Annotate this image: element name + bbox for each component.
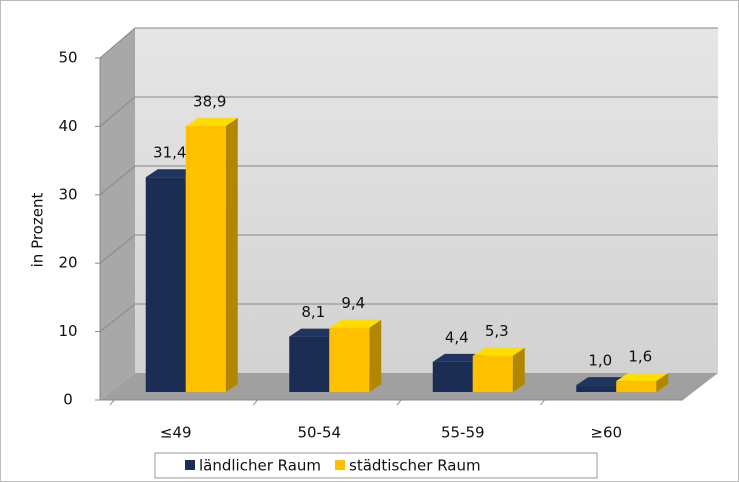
bar-side [512,347,525,392]
bar-front [432,361,473,392]
floor [100,373,718,400]
data-label: 4,4 [445,328,469,346]
bar [616,373,669,392]
y-tick-label: 20 [58,254,77,272]
x-tick-label: ≥60 [590,424,622,442]
grid-line-side [99,303,136,332]
bar [472,347,525,392]
data-label: 31,4 [153,144,186,162]
category-tick [540,399,545,406]
bar [185,117,238,392]
data-label: 8,1 [301,303,325,321]
grid-line-side [99,165,136,196]
data-label: 5,3 [485,322,509,340]
grid-line-side [99,27,136,59]
bar-front [329,327,370,392]
back-wall [135,28,718,373]
legend-label: städtischer Raum [349,457,481,475]
y-tick-label: 10 [58,322,77,340]
side-wall [100,28,135,400]
bar-top [145,169,198,178]
bar-side [656,373,669,392]
legend-label: ländlicher Raum [199,457,321,475]
y-axis-title: in Prozent [29,193,47,268]
bar-top [329,319,382,328]
x-tick-label: 55-59 [441,424,485,442]
data-label: 9,4 [341,294,365,312]
bar-top [289,328,342,337]
data-label: 38,9 [193,92,226,110]
y-tick-label: 0 [63,391,73,409]
bar-front [616,381,657,392]
bar-side [369,319,382,392]
y-tick-label: 30 [58,185,77,203]
x-tick-label: ≤49 [160,424,192,442]
bar-front [576,385,617,392]
data-label: 1,0 [588,352,612,370]
data-label: 1,6 [628,348,652,366]
category-tick [109,399,115,406]
bar [329,319,382,392]
bar-top [576,377,629,386]
bar-top [185,117,238,126]
legend-marker [335,460,345,470]
legend-marker [185,460,195,470]
bar-top [432,353,485,362]
grid-line-side [99,234,136,264]
bar-front [145,177,186,392]
bar-side [225,117,238,392]
x-tick-label: 50-54 [297,424,341,442]
bar-top [472,347,525,356]
grid-line-side [99,96,136,127]
category-tick [396,399,402,406]
bar-front [289,336,330,392]
y-tick-label: 50 [58,49,77,67]
category-tick [253,399,258,406]
bar-top [616,373,669,382]
legend-box [154,452,598,479]
y-tick-label: 40 [58,117,77,135]
bar-front [185,125,226,392]
bar-front [472,355,513,392]
